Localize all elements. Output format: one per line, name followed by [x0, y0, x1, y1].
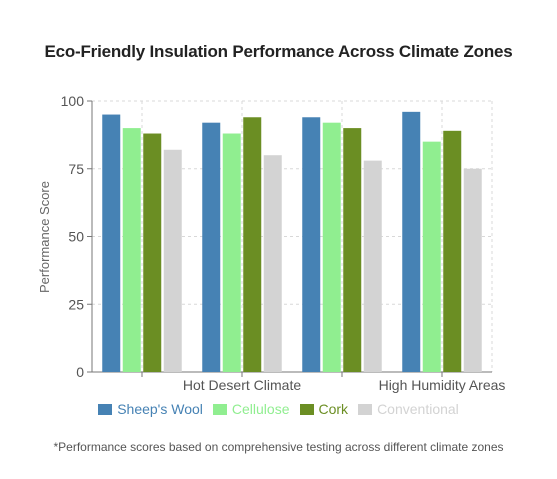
chart-title: Eco-Friendly Insulation Performance Acro… [44, 42, 513, 61]
legend-label: Sheep's Wool [117, 401, 203, 417]
bar-cork-0[interactable] [143, 133, 162, 372]
y-tick-label: 100 [61, 93, 85, 109]
y-tick-label: 0 [76, 364, 84, 380]
footnote: *Performance scores based on comprehensi… [53, 440, 504, 454]
y-axis-title: Performance Score [37, 181, 52, 293]
y-tick-label: 25 [68, 296, 84, 312]
y-tick-label: 50 [68, 229, 84, 245]
bar-cellulose-1[interactable] [222, 133, 241, 372]
x-tick-label: Hot Desert Climate [183, 377, 301, 393]
legend-label: Conventional [377, 401, 459, 417]
bar-cork-3[interactable] [443, 130, 462, 372]
bar-cork-2[interactable] [343, 128, 362, 372]
legend-swatch [358, 403, 373, 415]
legend-swatch [212, 403, 227, 415]
bar-cellulose-2[interactable] [322, 122, 341, 373]
bar-conventional-1[interactable] [263, 155, 282, 372]
legend-item-sheep-s-wool[interactable]: Sheep's Wool [98, 401, 203, 417]
legend-label: Cellulose [231, 401, 290, 417]
bar-cork-1[interactable] [243, 117, 262, 372]
legend: Sheep's Wool Cellulose Cork Conventional [0, 401, 557, 417]
bar-chart: 0 25 50 75 100 Hot Desert Climate High Humidit… [37, 93, 506, 393]
bar-cellulose-0[interactable] [122, 128, 141, 372]
bar-sheep-s-wool-1[interactable] [202, 122, 221, 373]
bar-cellulose-3[interactable] [422, 141, 441, 372]
legend-swatch [98, 403, 113, 415]
bar-conventional-0[interactable] [163, 149, 182, 372]
bar-conventional-2[interactable] [363, 160, 382, 372]
bar-sheep-s-wool-2[interactable] [302, 117, 321, 372]
bars [102, 111, 482, 373]
legend-item-conventional[interactable]: Conventional [358, 401, 459, 417]
x-tick-label: High Humidity Areas [379, 377, 506, 393]
legend-label: Cork [318, 401, 349, 417]
legend-swatch [299, 403, 314, 415]
bar-conventional-3[interactable] [463, 168, 482, 372]
legend-item-cork[interactable]: Cork [299, 401, 349, 417]
legend-item-cellulose[interactable]: Cellulose [212, 401, 290, 417]
bar-sheep-s-wool-3[interactable] [402, 111, 421, 372]
tick-labels: 0 25 50 75 100 Hot Desert Climate High Humidit… [61, 93, 506, 393]
y-tick-label: 75 [68, 161, 84, 177]
bar-sheep-s-wool-0[interactable] [102, 114, 121, 373]
